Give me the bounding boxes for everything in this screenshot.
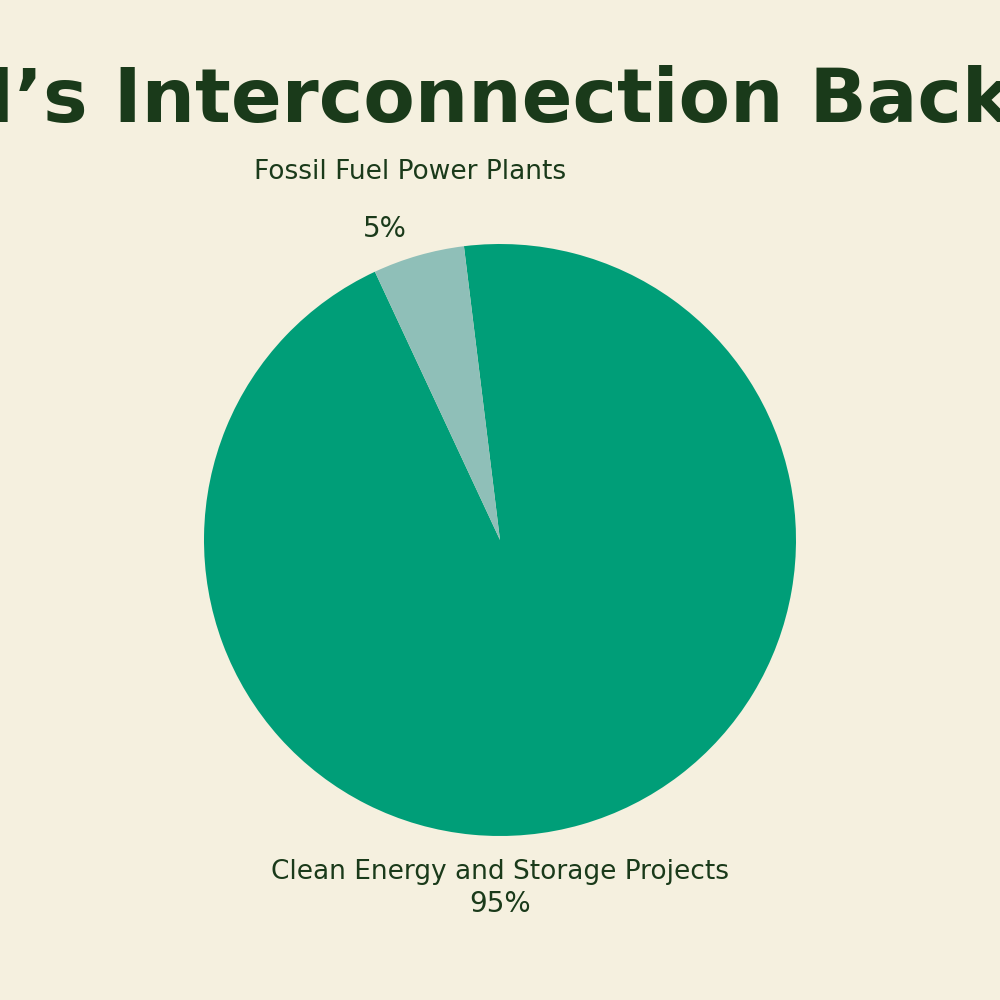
Text: PJM’s Interconnection Backlog: PJM’s Interconnection Backlog (0, 65, 1000, 138)
Text: Fossil Fuel Power Plants: Fossil Fuel Power Plants (254, 159, 566, 185)
Wedge shape (375, 246, 500, 540)
Wedge shape (204, 244, 796, 836)
Text: Clean Energy and Storage Projects: Clean Energy and Storage Projects (271, 859, 729, 885)
Text: 5%: 5% (363, 215, 407, 243)
Text: 95%: 95% (469, 890, 531, 918)
